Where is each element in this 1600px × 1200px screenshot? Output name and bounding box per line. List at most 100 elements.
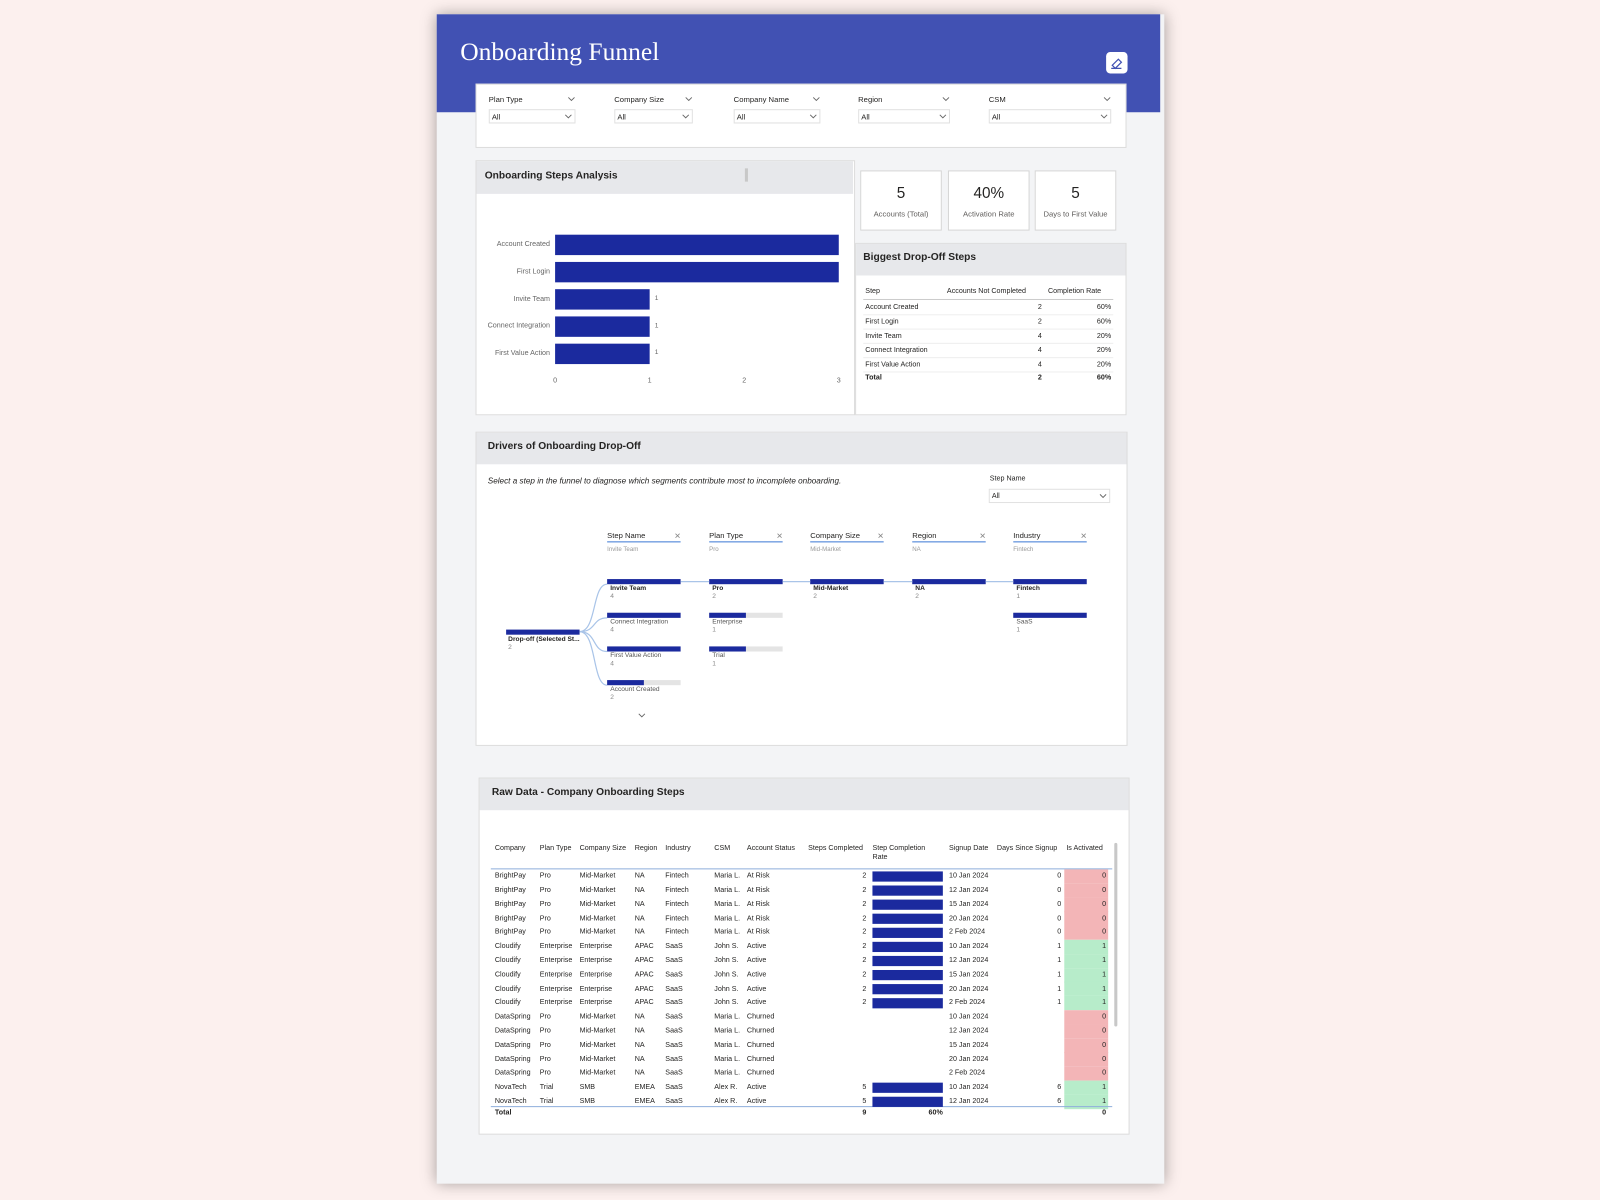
cell: SaaS [665,942,683,951]
kpi-value: 5 [896,184,906,203]
cell: Enterprise [579,971,613,979]
cell: 1 [1057,957,1062,965]
cell: NA [634,1041,645,1049]
cell: Active [746,999,767,1007]
cell: Maria L. [714,886,741,894]
x-tick-label: 2 [742,377,747,385]
column-header: Is Activated [1066,844,1103,853]
cell: Pro [539,1055,551,1063]
cell: 15 Jan 2024 [948,971,989,979]
cell: 1 [1102,957,1107,965]
slicer-dropdown[interactable] [988,488,1111,504]
cell: 0 [1057,872,1062,880]
row-rule [863,371,1114,373]
node-value: 2 [508,644,512,652]
filter-dropdown[interactable] [988,109,1112,124]
cell: First Value Action [865,361,921,369]
column-header: Account Status [746,844,795,853]
kpi-label: Days to First Value [1043,209,1108,219]
cell: 2 [862,928,867,937]
cell: Active [746,985,767,993]
cell: Churned [746,1055,775,1063]
cell: Pro [539,914,551,922]
column-header: Steps Completed [808,844,863,853]
node-value: 4 [610,660,614,668]
cell: 10 Jan 2024 [948,872,989,880]
node-value: 4 [610,593,614,601]
cell: SaaS [665,999,683,1007]
cell: Maria L. [714,900,741,908]
node-value: 4 [610,626,614,635]
cell: 2 [862,914,867,922]
cell: Fintech [665,900,689,908]
cell: Enterprise [539,999,573,1007]
filter-dropdown[interactable] [614,109,693,124]
filter-label: Plan Type [488,94,523,104]
filter-value: All [991,112,1001,122]
cell: Cloudify [494,999,521,1007]
cell: Enterprise [539,971,573,979]
cell: 0 [1057,928,1062,937]
cell: 2 [1037,304,1042,312]
cell: Churned [746,1027,775,1035]
cell: Cloudify [494,985,521,993]
cell: SaaS [665,1069,683,1077]
cell: 0 [1102,886,1107,894]
data-label: 1 [654,294,659,302]
cell: DataSpring [494,1069,531,1077]
filter-label: Region [858,94,883,104]
scrollbar [1114,842,1118,1027]
column-header: Region [634,844,658,853]
panel-title: Biggest Drop-Off Steps [863,252,977,264]
cell: Connect Integration [865,347,928,355]
cell: 15 Jan 2024 [948,1041,989,1049]
total-cell: 9 [862,1109,867,1117]
cell: APAC [634,971,654,979]
cell: Pro [539,900,551,908]
kpi-label: Activation Rate [963,209,1015,219]
cell: SaaS [665,1055,683,1063]
activated-cell [1064,911,1109,926]
activated-cell [1064,939,1109,955]
cell: Active [746,942,767,951]
cell: 10 Jan 2024 [948,1083,989,1091]
cell: BrightPay [494,886,526,894]
data-label: 3 [830,267,835,275]
raw-panel [478,777,1130,1135]
kpi-value: 40% [973,184,1005,203]
cell: 1 [1102,1083,1107,1091]
node-value: 1 [1016,593,1021,601]
cell: SMB [579,1083,596,1091]
cell: 1 [1057,942,1062,951]
cell: Maria L. [714,1055,741,1063]
cell: NA [634,1055,645,1063]
header-rule [863,298,1114,300]
filter-dropdown[interactable] [858,109,950,124]
cell: 10 Jan 2024 [948,942,989,951]
cell: 20% [1096,347,1112,355]
node-value: 2 [712,593,716,601]
cell: 20% [1096,361,1112,369]
total-rule [490,1106,1113,1108]
cell: Mid-Market [579,886,616,894]
cell: NA [634,1069,645,1077]
cell: BrightPay [494,928,526,937]
node-label: Mid-Market [813,585,849,593]
node-value: 1 [712,660,716,668]
column-header: Days Since Signup [996,844,1058,853]
cell: DataSpring [494,1041,531,1049]
cell: SaaS [665,985,683,993]
cell: At Risk [746,872,770,880]
filter-label: Company Name [733,94,789,104]
filter-dropdown[interactable] [488,109,576,124]
scroll-handle [744,168,748,182]
filter-dropdown[interactable] [733,109,821,124]
cell: Pro [539,872,551,880]
dropoff-panel-header [856,243,1126,276]
cell: Cloudify [494,971,521,979]
cell: 4 [1037,347,1042,355]
erase-button[interactable] [1106,52,1128,74]
row-rule [863,328,1114,330]
